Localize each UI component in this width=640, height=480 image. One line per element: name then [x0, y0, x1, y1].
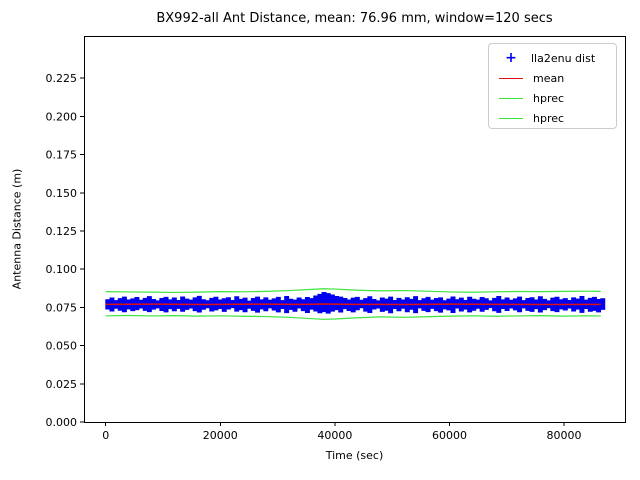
x-tick-label: 40000: [317, 429, 352, 442]
series-hprec: [105, 314, 601, 320]
series-lla2enu-band: [105, 292, 606, 314]
y-tick-label: 0.050: [46, 340, 78, 353]
legend-label: hprec: [533, 111, 565, 125]
y-tick-label: 0.200: [46, 110, 78, 123]
y-tick-label: 0.100: [46, 263, 78, 276]
chart-title: BX992-all Ant Distance, mean: 76.96 mm, …: [156, 11, 553, 26]
legend-label: lla2enu dist: [531, 51, 596, 65]
y-tick-label: 0.075: [46, 301, 78, 314]
y-tick-label: 0.025: [46, 378, 78, 391]
legend-label: hprec: [533, 91, 565, 105]
y-tick-label: 0.175: [46, 149, 78, 162]
legend-item-lla2enu-dist: + lla2enu dist: [499, 48, 616, 68]
plus-marker-icon: +: [505, 50, 517, 66]
x-tick-label: 20000: [203, 429, 238, 442]
y-tick-label: 0.150: [46, 187, 78, 200]
axes-spines: [84, 36, 626, 423]
y-tick-label: 0.125: [46, 225, 78, 238]
line-swatch-icon: [499, 117, 523, 119]
legend-item-hprec-upper: hprec: [499, 88, 616, 108]
line-swatch-icon: [499, 97, 523, 99]
legend-item-hprec-lower: hprec: [499, 108, 616, 128]
series-hprec: [105, 288, 601, 294]
y-tick-label: 0.225: [46, 72, 78, 85]
x-tick-label: 0: [102, 429, 109, 442]
x-tick-label: 60000: [432, 429, 467, 442]
line-swatch-icon: [499, 77, 523, 79]
x-axis-label: Time (sec): [325, 449, 384, 462]
x-tick-label: 80000: [547, 429, 582, 442]
legend-item-mean: mean: [499, 68, 616, 88]
legend: + lla2enu dist mean hprec hprec: [488, 43, 617, 129]
legend-label: mean: [533, 71, 565, 85]
y-tick-label: 0.000: [46, 416, 78, 429]
